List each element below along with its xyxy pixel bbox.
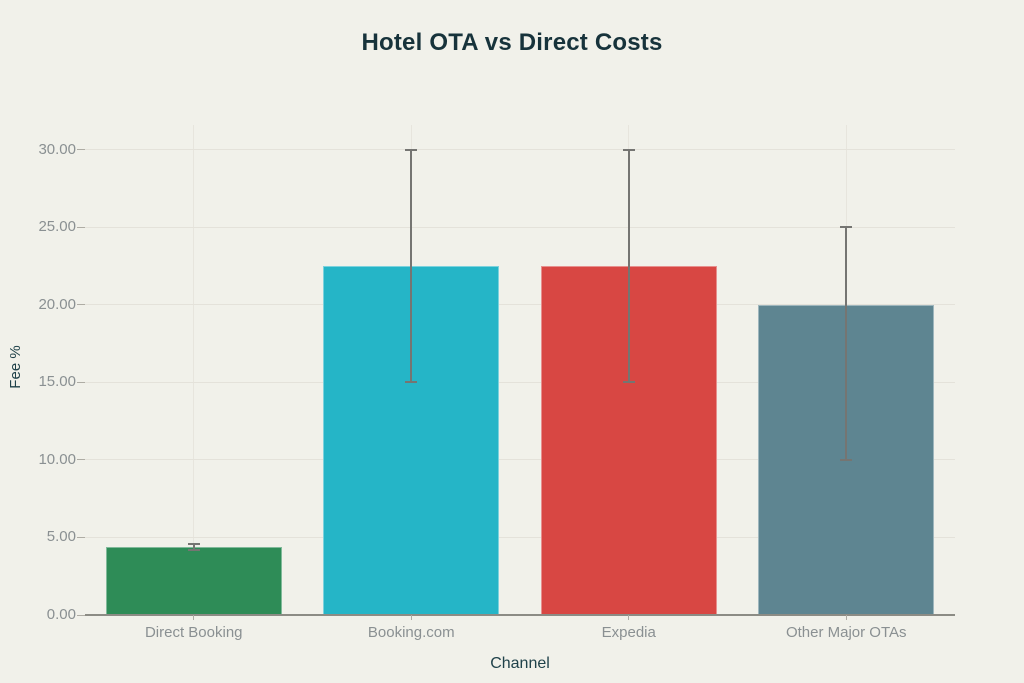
y-tick-label-5-00: 5.00 [46,528,76,546]
x-tick-label-other-major-otas: Other Major OTAs [785,624,907,641]
gridline-25-00 [85,226,955,228]
x-tick-mark-direct-booking [193,615,195,620]
x-tick-mark-other-major-otas [845,615,847,620]
y-tick-label-30-00: 30.00 [38,140,76,158]
y-tick-mark-15-00 [77,381,85,383]
gridline-5-00 [85,536,955,538]
x-tick-mark-booking-com [410,615,412,620]
x-tick-label-booking-com: Booking.com [367,624,455,641]
y-tick-label-0-00: 0.00 [46,606,76,623]
error-bar-cap-top-other-major-otas [840,226,853,229]
gridline-20-00 [85,304,955,306]
chart-title: Hotel OTA vs Direct Costs [361,29,663,56]
y-tick-mark-20-00 [77,304,85,306]
gridline-15-00 [85,381,955,383]
x-tick-label-expedia: Expedia [601,624,656,641]
error-bar-cap-bottom-booking-com [405,381,418,384]
error-bar-cap-bottom-other-major-otas [840,458,853,461]
x-axis-line [85,614,955,616]
error-bar-cap-top-expedia [622,148,635,151]
error-bar-other-major-otas [845,227,848,460]
gridline-30-00 [85,149,955,151]
error-bar-cap-top-direct-booking [187,542,200,545]
x-tick-label-direct-booking: Direct Booking [144,624,243,641]
x-axis-title: Channel [490,655,550,672]
y-tick-mark-30-00 [77,149,85,151]
bar-direct-booking [105,546,282,615]
y-tick-mark-25-00 [77,226,85,228]
y-tick-mark-5-00 [77,536,85,538]
gridline-10-00 [85,459,955,461]
error-bar-booking-com [410,149,413,383]
y-tick-label-25-00: 25.00 [38,218,76,236]
y-tick-mark-10-00 [77,459,85,461]
error-bar-direct-booking [192,543,195,550]
error-bar-cap-bottom-direct-booking [187,548,200,551]
category-gridline-direct-booking [193,125,195,615]
y-tick-label-15-00: 15.00 [38,373,76,391]
error-bar-cap-top-booking-com [405,148,418,151]
x-tick-mark-expedia [628,615,630,620]
error-bar-expedia [627,149,630,383]
plot-area [85,125,955,620]
y-tick-label-10-00: 10.00 [38,450,76,468]
y-tick-label-20-00: 20.00 [38,295,76,313]
y-tick-mark-0-00 [77,614,85,616]
error-bar-cap-bottom-expedia [622,381,635,384]
